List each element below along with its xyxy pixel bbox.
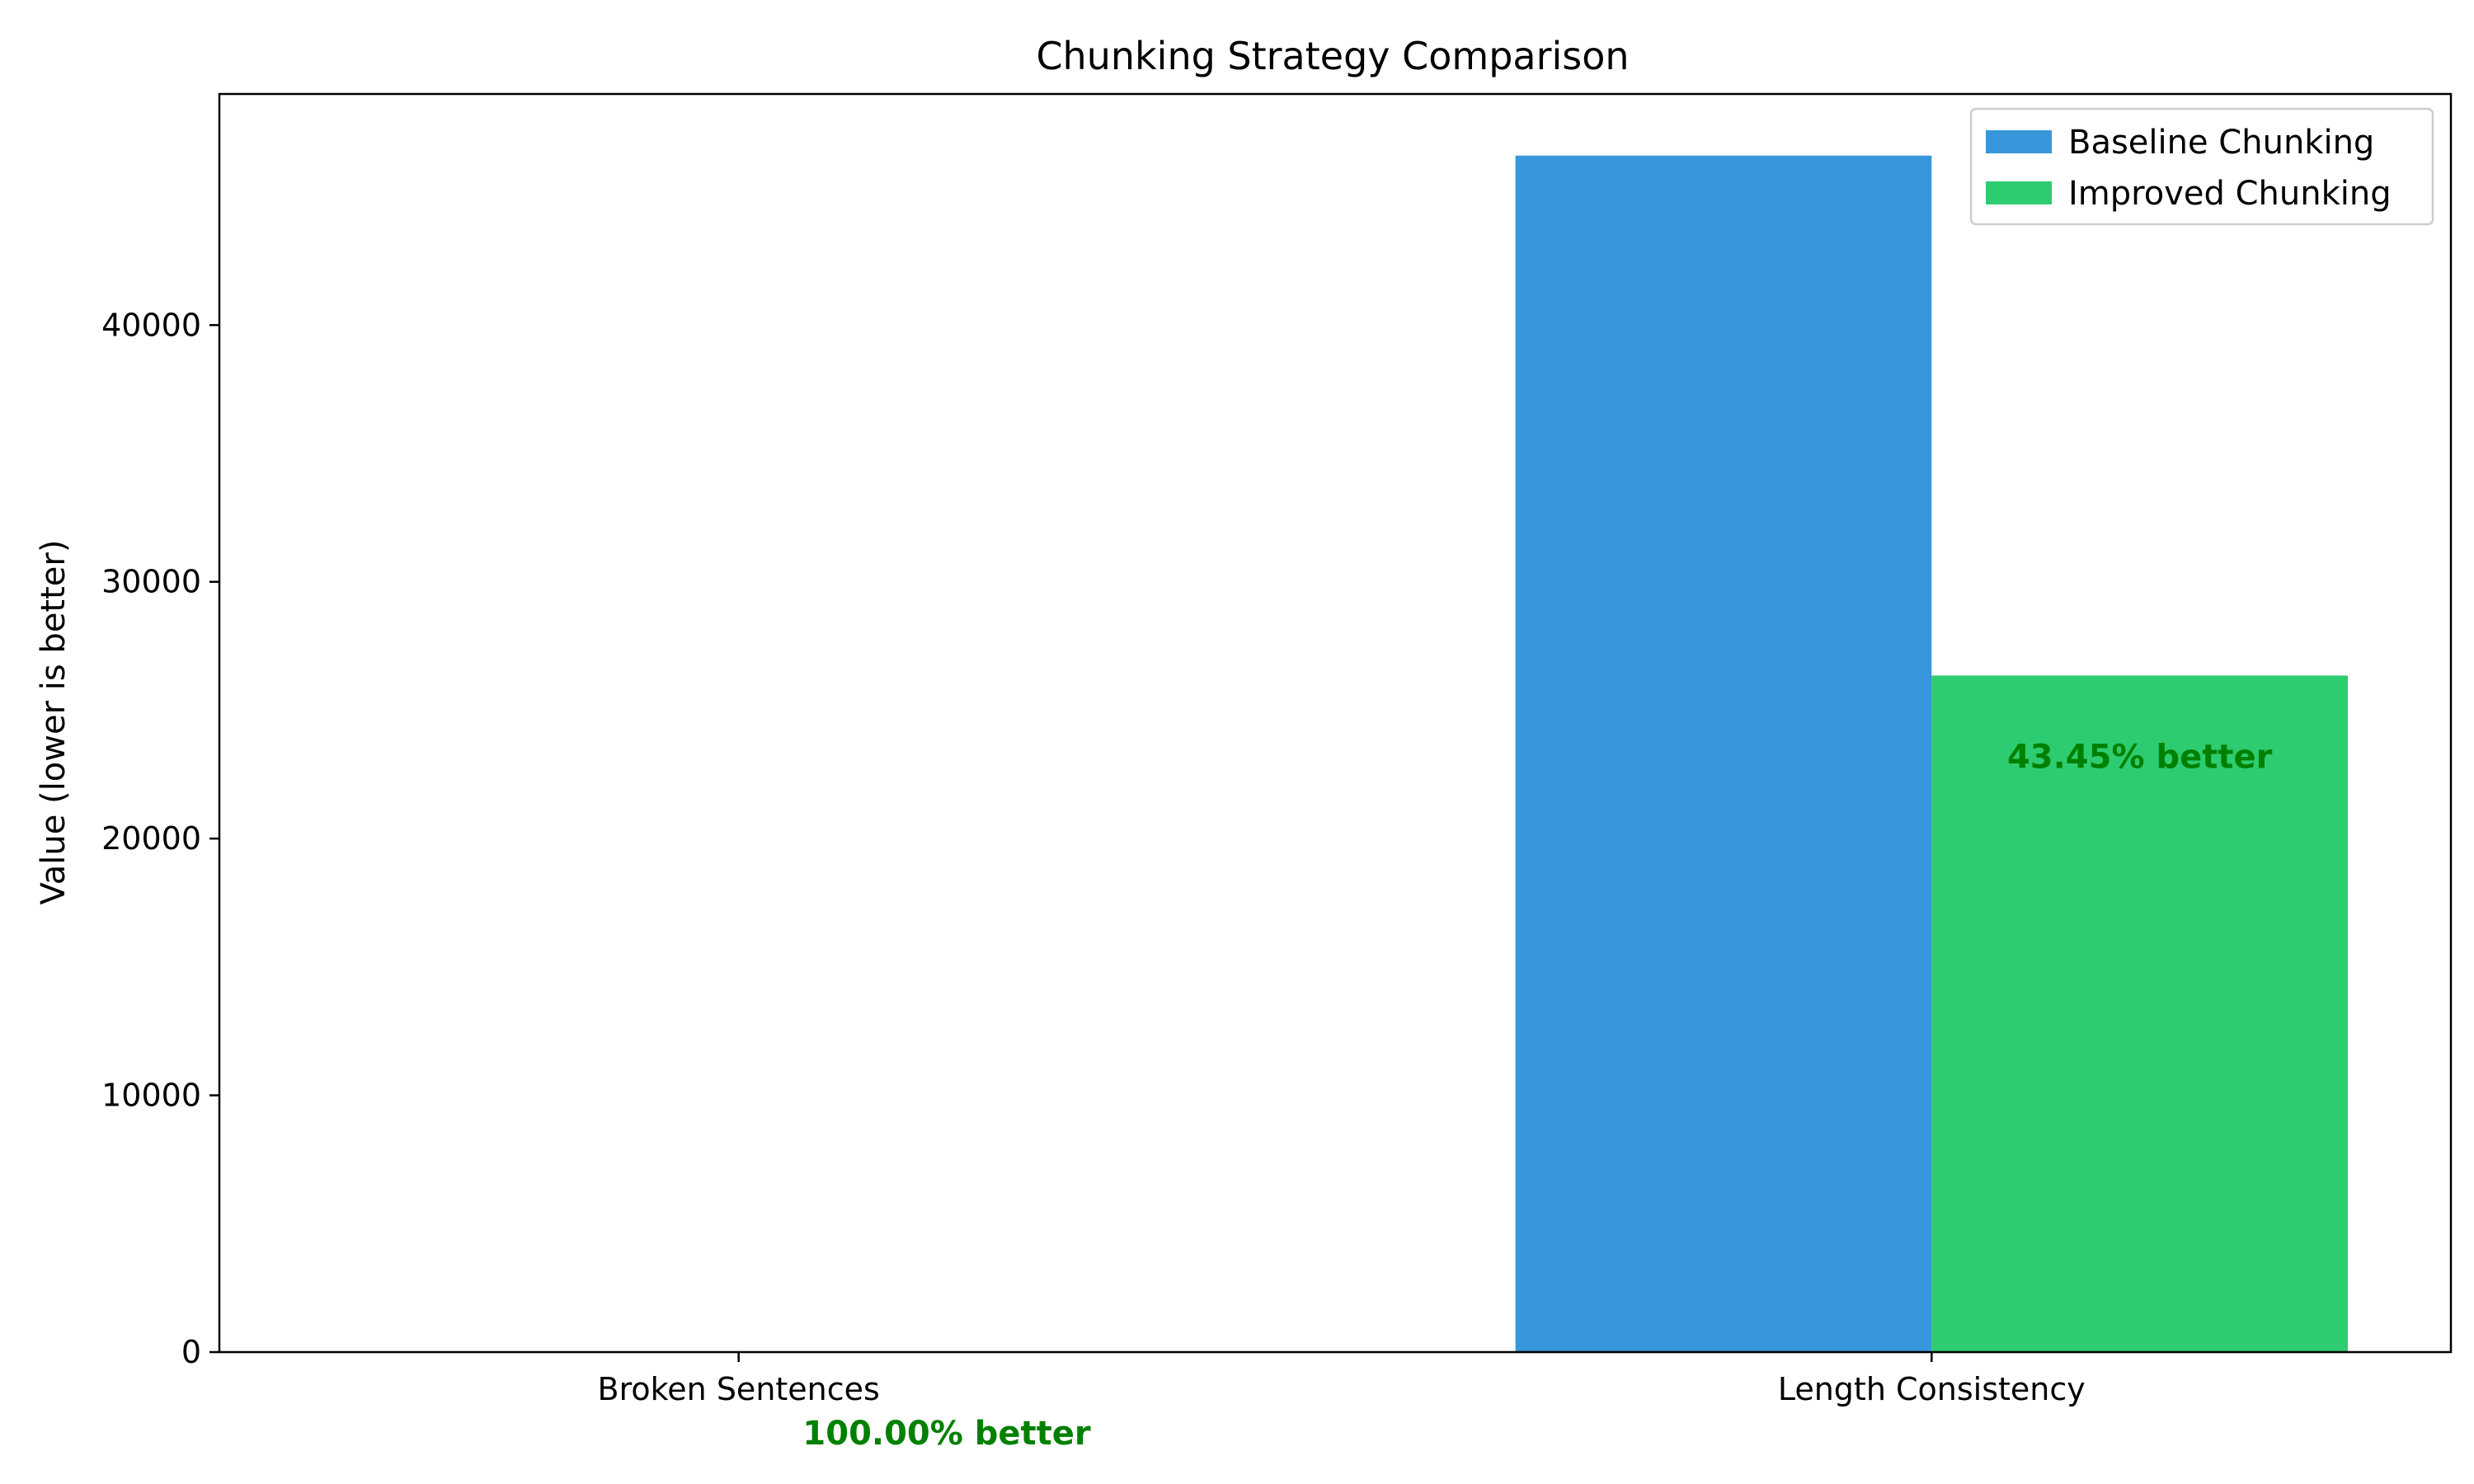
y-tick-label: 40000: [101, 307, 201, 343]
legend-swatch: [1986, 130, 2052, 153]
y-tick-label: 20000: [101, 820, 201, 857]
plot-frame: [218, 92, 2453, 1354]
legend-swatch: [1986, 181, 2052, 204]
x-tick-label: Length Consistency: [1778, 1371, 2086, 1407]
bar: [1931, 675, 2348, 1352]
legend-box: [1969, 107, 2434, 226]
chart-title: Chunking Strategy Comparison: [1036, 34, 1629, 78]
legend-label: Baseline Chunking: [2068, 124, 2374, 162]
y-tick-label: 10000: [101, 1078, 201, 1114]
bar: [1515, 155, 1932, 1352]
annotations-group: 100.00% better 43.45% better: [802, 738, 2272, 1453]
y-tick-label: 0: [181, 1334, 201, 1370]
y-tick-label: 30000: [101, 564, 201, 600]
x-axis: Broken Sentences Length Consistency: [598, 1352, 2086, 1407]
x-tick-label: Broken Sentences: [598, 1371, 880, 1407]
y-axis-label: Value (lower is better): [35, 540, 73, 905]
improvement-annotation: 100.00% better: [802, 1415, 1090, 1453]
legend: Baseline Chunking Improved Chunking: [1969, 107, 2434, 226]
legend-label: Improved Chunking: [2068, 175, 2392, 213]
improvement-annotation: 43.45% better: [2007, 738, 2273, 776]
bars-group: [1515, 155, 2348, 1352]
y-axis: 0 10000 20000 30000 40000: [101, 307, 219, 1370]
